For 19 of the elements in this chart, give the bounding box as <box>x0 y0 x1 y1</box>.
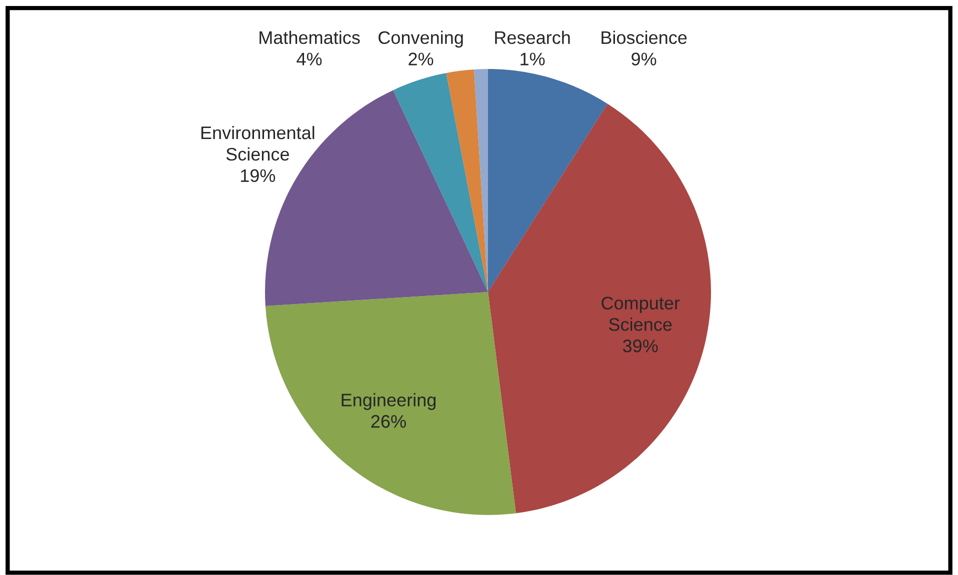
slice-label: Convening <box>378 30 463 48</box>
data-label: 9% <box>632 52 656 66</box>
data-label: 39% <box>622 340 658 352</box>
slice-label: Computer Science <box>602 296 680 331</box>
slice-label: Bioscience <box>602 30 687 44</box>
slice-label: Research <box>495 30 570 44</box>
slice-label: Engineering <box>342 393 436 410</box>
pie-slice <box>265 292 516 515</box>
pie-slice <box>488 69 608 292</box>
pie-slice <box>393 72 488 292</box>
data-label: 2% <box>408 52 434 66</box>
pie-slice <box>488 104 711 514</box>
data-label: 19% <box>240 169 276 182</box>
pie-slice <box>446 69 488 292</box>
slice-label: Mathematics <box>260 30 360 44</box>
data-label: 26% <box>371 415 406 428</box>
data-label: 1% <box>520 52 545 66</box>
data-label: 4% <box>296 52 322 66</box>
slice-label: Environmental Science <box>201 126 314 161</box>
